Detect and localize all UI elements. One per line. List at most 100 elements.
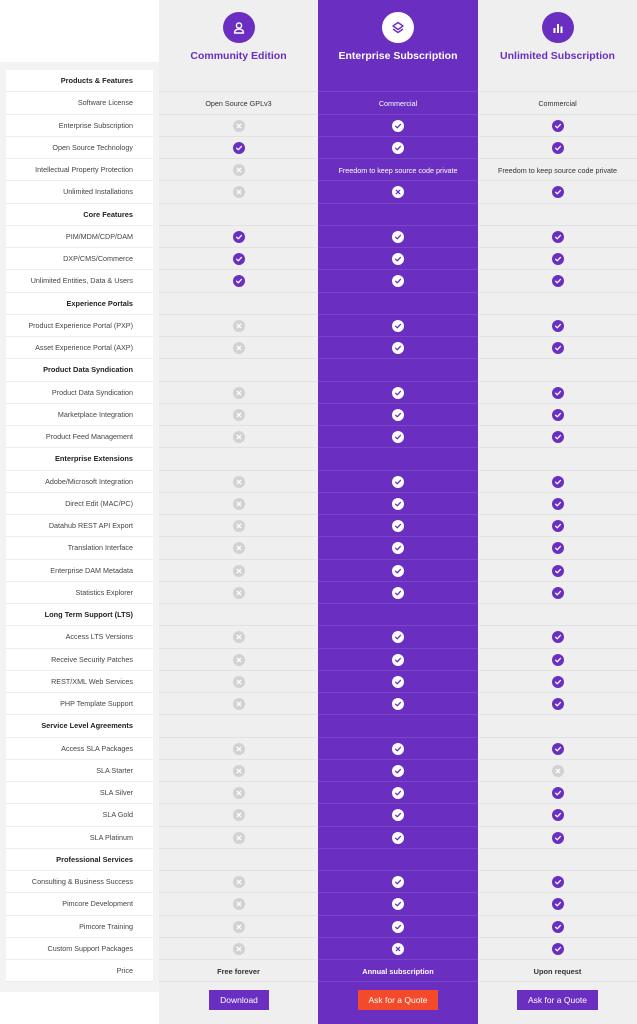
check-icon [551, 431, 564, 444]
unlimited-status-cell [478, 471, 637, 493]
download-button[interactable]: Download [209, 990, 269, 1010]
enterprise-status-cell [318, 181, 478, 203]
feature-label: Pimcore Training [6, 915, 153, 938]
row-divider [159, 202, 318, 204]
row-divider [478, 736, 637, 738]
row-divider [318, 291, 478, 293]
unlimited-status-cell [478, 226, 637, 248]
enterprise-value-text: Annual subscription [362, 966, 434, 976]
community-status-cell [159, 537, 318, 559]
row-divider [159, 113, 318, 115]
feature-label: Custom Support Packages [6, 937, 153, 960]
community-status-cell [159, 137, 318, 159]
feature-row: Access SLA Packages [0, 737, 637, 760]
check-icon [392, 876, 404, 889]
enterprise-status-cell [318, 893, 478, 915]
unlimited-status-cell [478, 137, 637, 159]
plan-title-enterprise: Enterprise Subscription [338, 50, 458, 62]
community-status-cell [159, 804, 318, 826]
enterprise-status-cell [318, 315, 478, 337]
row-divider [478, 558, 637, 560]
community-status-cell [159, 671, 318, 693]
row-divider [318, 603, 478, 604]
community-status-cell [159, 582, 318, 604]
section-header-row: Core Features [0, 203, 637, 226]
feature-row: Access LTS Versions [0, 626, 637, 649]
check-icon [551, 698, 564, 711]
feature-row: Enterprise Subscription [0, 114, 637, 137]
row-divider [478, 247, 637, 248]
row-divider [318, 669, 478, 671]
enterprise-status-cell [318, 782, 478, 804]
feature-row: SLA Starter [0, 759, 637, 782]
row-divider [478, 202, 637, 204]
section-label: Core Features [6, 203, 153, 226]
community-status-cell [159, 159, 318, 181]
row-divider [478, 269, 637, 271]
row-divider [478, 625, 637, 627]
unlimited-status-cell [478, 782, 637, 804]
row-divider [159, 558, 318, 560]
section-label: Long Term Support (LTS) [6, 604, 153, 627]
row-divider [318, 803, 478, 805]
row-divider [318, 625, 478, 627]
cross-icon [232, 186, 245, 199]
check-icon [232, 230, 245, 243]
unlimited-status-cell [478, 181, 637, 203]
feature-row: Software License Open Source GPLv3 Commerc… [0, 92, 637, 115]
row-divider [478, 91, 637, 93]
community-status-cell [159, 471, 318, 493]
unlimited-status-cell [478, 626, 637, 648]
row-divider [159, 313, 318, 315]
row-divider [159, 603, 318, 604]
check-icon [232, 253, 245, 266]
row-divider [478, 313, 637, 315]
feature-label: PIM/MDM/CDP/DAM [6, 225, 153, 248]
row-divider [478, 847, 637, 849]
community-status-cell [159, 760, 318, 782]
enterprise-status-cell [318, 270, 478, 292]
check-icon [551, 898, 564, 911]
row-divider [318, 580, 478, 582]
row-divider [478, 135, 637, 137]
check-icon [551, 475, 564, 488]
enterprise-status-cell [318, 471, 478, 493]
feature-label: DXP/CMS/Commerce [6, 248, 153, 271]
row-divider [318, 892, 478, 894]
check-icon [392, 408, 404, 421]
section-header-row: Experience Portals [0, 292, 637, 315]
row-divider [318, 936, 478, 938]
row-divider [159, 224, 318, 226]
feature-label: Receive Security Patches [6, 648, 153, 671]
community-status-cell [159, 871, 318, 893]
row-divider [159, 692, 318, 693]
unlimited-quote-button[interactable]: Ask for a Quote [517, 990, 598, 1010]
row-divider [478, 669, 637, 671]
row-divider [159, 781, 318, 782]
check-icon [232, 275, 245, 288]
feature-label: Unlimited Entities, Data & Users [6, 270, 153, 293]
community-status-cell [159, 181, 318, 203]
feature-label: Access SLA Packages [6, 737, 153, 760]
check-icon [551, 586, 564, 599]
unlimited-value-text: Commercial [538, 98, 577, 108]
check-icon [392, 631, 404, 644]
section-header-row: Service Level Agreements [0, 715, 637, 738]
enterprise-status-cell [318, 248, 478, 270]
row-divider [478, 514, 637, 515]
feature-label: SLA Platinum [6, 826, 153, 849]
cross-icon [232, 386, 245, 399]
check-icon [392, 319, 404, 332]
cross-icon [232, 742, 245, 755]
cross-icon [232, 342, 245, 355]
feature-label: Translation Interface [6, 537, 153, 560]
feature-row: Adobe/Microsoft Integration [0, 470, 637, 493]
enterprise-status-cell [318, 626, 478, 648]
enterprise-status-cell [318, 404, 478, 426]
section-header-row: Long Term Support (LTS) [0, 604, 637, 627]
check-icon [551, 186, 564, 199]
check-icon [551, 542, 564, 555]
enterprise-quote-button[interactable]: Ask for a Quote [358, 990, 438, 1010]
row-divider [159, 803, 318, 805]
row-divider [159, 514, 318, 515]
